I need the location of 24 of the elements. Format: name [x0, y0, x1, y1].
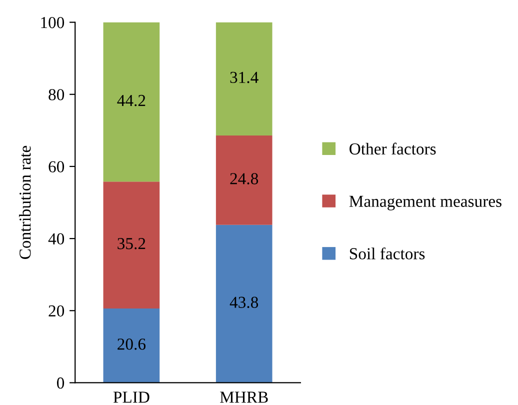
y-tick-label: 80	[48, 89, 64, 100]
y-tick-label: 40	[48, 233, 64, 244]
data-label: 20.6	[118, 338, 146, 350]
legend-label: Management measures	[349, 196, 502, 210]
x-tick-label: PLID	[113, 392, 150, 403]
y-tick-label: 20	[48, 305, 64, 317]
data-label: 35.2	[118, 238, 146, 250]
y-tick-label: 100	[41, 16, 64, 28]
legend-label: Other factors	[350, 142, 436, 155]
y-axis-title: Contribution rate	[19, 146, 31, 259]
bar	[216, 224, 272, 383]
legend-label: Soil factors	[350, 247, 425, 260]
bar	[103, 22, 160, 182]
y-tick-label: 0	[56, 377, 64, 389]
data-label: 44.2	[117, 94, 146, 106]
data-label: 24.8	[230, 173, 258, 184]
bar	[216, 135, 272, 225]
y-tick-label: 60	[48, 161, 64, 172]
x-tick-label: MHRB	[220, 392, 268, 403]
data-label: 31.4	[230, 72, 258, 84]
bar	[103, 308, 160, 383]
bar	[216, 22, 272, 136]
bar	[103, 182, 160, 308]
data-label: 43.8	[230, 296, 258, 308]
